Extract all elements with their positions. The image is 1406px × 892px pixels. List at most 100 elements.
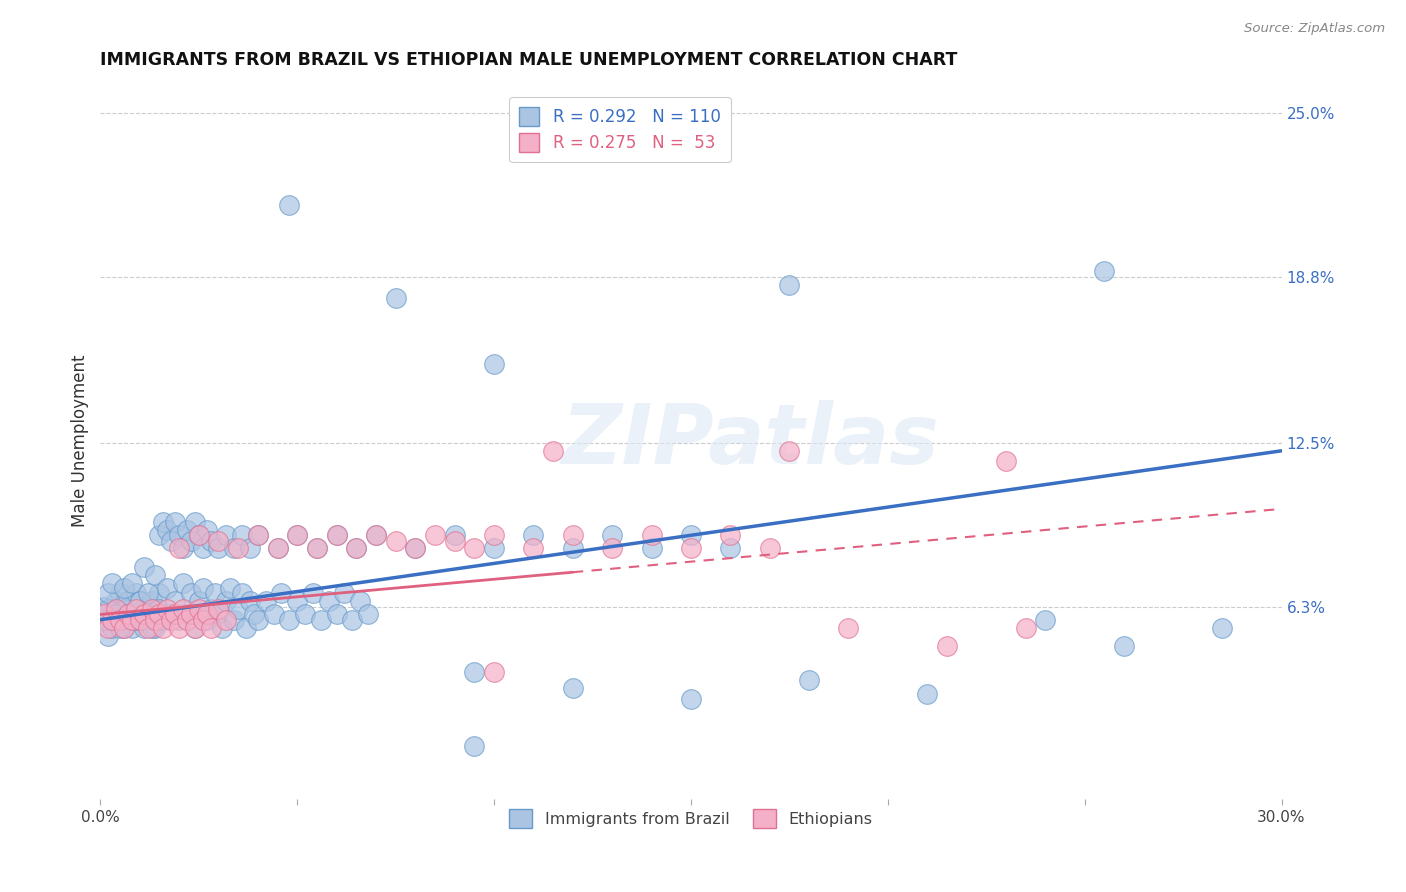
Point — [423, 528, 446, 542]
Point — [266, 541, 288, 556]
Point — [226, 602, 249, 616]
Point — [200, 533, 222, 548]
Y-axis label: Male Unemployment: Male Unemployment — [72, 354, 89, 526]
Point — [148, 602, 170, 616]
Point — [1033, 613, 1056, 627]
Point — [204, 586, 226, 600]
Point — [266, 541, 288, 556]
Point — [108, 613, 131, 627]
Point — [152, 515, 174, 529]
Point — [160, 613, 183, 627]
Point — [600, 541, 623, 556]
Point — [160, 533, 183, 548]
Point — [112, 602, 135, 616]
Point — [357, 607, 380, 622]
Point — [105, 607, 128, 622]
Point — [344, 541, 367, 556]
Point — [136, 613, 159, 627]
Point — [342, 613, 364, 627]
Point — [128, 613, 150, 627]
Point — [235, 621, 257, 635]
Point — [191, 613, 214, 627]
Point — [463, 665, 485, 680]
Point — [160, 607, 183, 622]
Point — [463, 541, 485, 556]
Point — [128, 594, 150, 608]
Point — [561, 681, 583, 696]
Point — [384, 533, 406, 548]
Point — [640, 528, 662, 542]
Point — [167, 528, 190, 542]
Legend: Immigrants from Brazil, Ethiopians: Immigrants from Brazil, Ethiopians — [503, 803, 879, 834]
Point — [224, 613, 246, 627]
Point — [136, 586, 159, 600]
Point — [132, 607, 155, 622]
Point — [270, 586, 292, 600]
Point — [156, 581, 179, 595]
Point — [112, 621, 135, 635]
Point — [125, 602, 148, 616]
Point — [180, 586, 202, 600]
Point — [443, 528, 465, 542]
Point — [121, 613, 143, 627]
Point — [278, 613, 301, 627]
Point — [108, 586, 131, 600]
Point — [97, 613, 120, 627]
Point — [93, 599, 115, 614]
Point — [187, 594, 209, 608]
Point — [141, 594, 163, 608]
Point — [117, 594, 139, 608]
Point — [97, 586, 120, 600]
Point — [145, 621, 167, 635]
Point — [136, 602, 159, 616]
Point — [132, 607, 155, 622]
Point — [152, 607, 174, 622]
Point — [176, 523, 198, 537]
Point — [1112, 639, 1135, 653]
Text: Source: ZipAtlas.com: Source: ZipAtlas.com — [1244, 22, 1385, 36]
Point — [837, 621, 859, 635]
Point — [349, 594, 371, 608]
Point — [211, 621, 233, 635]
Point — [278, 198, 301, 212]
Point — [167, 621, 190, 635]
Point — [141, 602, 163, 616]
Point — [404, 541, 426, 556]
Point — [215, 594, 238, 608]
Point — [101, 621, 124, 635]
Point — [117, 607, 139, 622]
Point — [148, 528, 170, 542]
Point — [108, 621, 131, 635]
Point — [195, 607, 218, 622]
Point — [219, 581, 242, 595]
Point — [384, 291, 406, 305]
Point — [285, 594, 308, 608]
Point — [600, 528, 623, 542]
Point — [125, 613, 148, 627]
Point — [246, 528, 269, 542]
Point — [344, 541, 367, 556]
Point — [184, 621, 207, 635]
Point — [105, 613, 128, 627]
Point — [561, 528, 583, 542]
Point — [522, 541, 544, 556]
Point — [128, 594, 150, 608]
Point — [364, 528, 387, 542]
Point — [263, 607, 285, 622]
Point — [180, 607, 202, 622]
Point — [141, 607, 163, 622]
Point — [325, 528, 347, 542]
Point — [128, 613, 150, 627]
Point — [246, 613, 269, 627]
Point — [97, 621, 120, 635]
Point — [132, 621, 155, 635]
Point — [93, 607, 115, 622]
Point — [97, 629, 120, 643]
Point — [156, 523, 179, 537]
Point — [101, 575, 124, 590]
Point — [640, 541, 662, 556]
Point — [541, 443, 564, 458]
Point — [561, 541, 583, 556]
Point — [152, 621, 174, 635]
Point — [105, 594, 128, 608]
